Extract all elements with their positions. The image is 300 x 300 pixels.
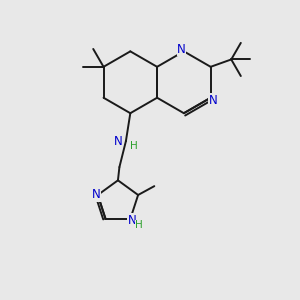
Text: N: N <box>128 214 136 227</box>
Text: N: N <box>208 94 217 106</box>
Text: N: N <box>177 43 186 56</box>
Text: H: H <box>130 142 138 152</box>
Text: H: H <box>135 220 143 230</box>
Text: N: N <box>114 135 123 148</box>
Text: N: N <box>92 188 101 202</box>
